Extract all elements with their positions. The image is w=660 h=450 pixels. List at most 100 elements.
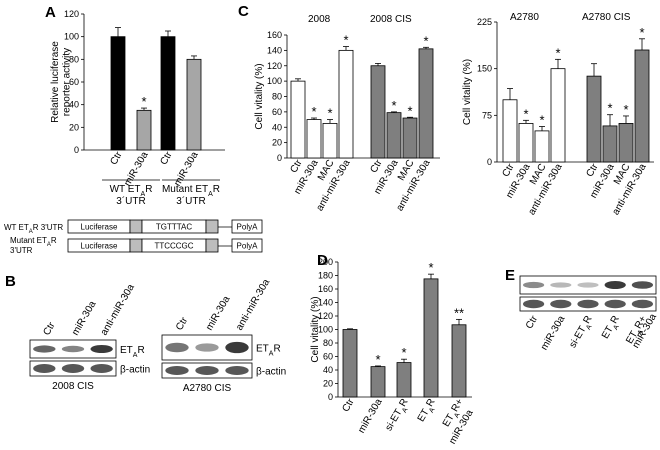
group-label-mutant: Mutant ETAR [162, 184, 220, 198]
lane-label: anti-miR-30a [99, 282, 137, 337]
significance-marker: * [391, 98, 396, 113]
bar [322, 123, 338, 159]
band-label-actin: β-actin [120, 365, 150, 376]
significance-marker: * [311, 104, 316, 119]
significance-marker: ** [454, 305, 464, 320]
significance-marker: * [555, 45, 560, 60]
actin-band [90, 364, 113, 373]
blot-caption: A2780 CIS [183, 383, 232, 394]
bar [602, 125, 618, 163]
y-axis-label: Relative luciferasereporter activity [50, 41, 73, 123]
y-tick-label: 20 [323, 379, 333, 389]
x-tick-label: Ctr [108, 149, 125, 167]
y-tick-label: 20 [272, 138, 282, 148]
significance-marker: * [141, 94, 146, 109]
chart-a-group-labels: WT ETAR 3´UTR Mutant ETAR 3´UTR [102, 179, 220, 207]
blot-band [33, 345, 56, 353]
lane-label: ETAR [600, 314, 624, 342]
y-tick-label: 140 [318, 298, 333, 308]
x-tick-label: si-ETAR [383, 397, 412, 434]
bar [423, 278, 439, 398]
construct-label-wt: WT ETAR 3'UTR [4, 223, 63, 235]
panel-label-e: E [505, 267, 515, 284]
blot-band [225, 341, 249, 354]
y-tick-label: 60 [69, 77, 79, 87]
actin-band [165, 366, 189, 375]
polya-label: PolyA [237, 223, 259, 232]
bar [550, 68, 566, 163]
lane-label: Ctr [41, 320, 58, 338]
bar [396, 362, 412, 398]
y-tick-label: 100 [64, 32, 79, 42]
y-tick-label: 100 [318, 325, 333, 335]
y-tick-label: 60 [272, 107, 282, 117]
x-tick-label: miR-30a [172, 150, 201, 189]
lane-label: anti-miR-30a [234, 277, 272, 332]
band-label-target: ETAR [256, 344, 281, 358]
mutant-site-sequence: TTCCCGC [154, 242, 193, 251]
bar [306, 119, 322, 159]
actin-band [550, 299, 572, 309]
blot-frame-target [519, 275, 657, 295]
bar [136, 109, 152, 151]
group-label-wt-line2: 3´UTR [116, 195, 145, 207]
construct-diagram: WT ETAR 3'UTR Luciferase TGTTTAC PolyA M… [4, 219, 263, 255]
bar [634, 49, 650, 163]
x-tick-label: miR-30a [122, 150, 151, 189]
actin-band [631, 299, 654, 309]
lane-label: Ctr [174, 315, 191, 333]
construct-row-mutant: Mutant ETAR 3'UTR Luciferase TTCCCGC Pol… [10, 236, 263, 255]
chart-c-2008: 0 20 40 60 80 100 120 140 160 Cell vitality (%) * *… [254, 14, 440, 213]
lane-label: miR-30a [204, 294, 233, 333]
blot-band [61, 345, 85, 353]
blot-caption: 2008 CIS [52, 381, 94, 392]
y-tick-label: 80 [272, 92, 282, 102]
bar [110, 36, 126, 151]
x-tick-label: Ctr [340, 396, 357, 414]
actin-band [225, 366, 249, 375]
bar [618, 123, 634, 163]
y-tick-label: 160 [318, 284, 333, 294]
y-tick-label: 160 [267, 30, 282, 40]
y-tick-label: 100 [267, 76, 282, 86]
y-tick-label: 0 [277, 153, 282, 163]
y-axis-label: Cell vitality (%) [462, 59, 473, 125]
y-tick-label: 0 [487, 157, 492, 167]
panel-label-a: A [45, 4, 56, 21]
y-tick-label: 60 [323, 352, 333, 362]
y-tick-label: 180 [318, 271, 333, 281]
blot-band [631, 281, 654, 289]
significance-marker: * [639, 25, 644, 40]
x-tick-label: miR-30a [356, 397, 385, 436]
lane-label: miR-30a [70, 299, 99, 338]
construct-row-wt: WT ETAR 3'UTR Luciferase TGTTTAC PolyA [4, 219, 263, 235]
binding-site-sequence: TGTTTAC [156, 223, 193, 232]
y-tick-label: 0 [328, 392, 333, 402]
polya-box [231, 238, 263, 253]
bar [370, 366, 386, 398]
bar [502, 99, 518, 163]
x-tick-label: Ctr [158, 149, 175, 167]
luciferase-label: Luciferase [81, 242, 118, 251]
lane-label: miR-30a [539, 314, 568, 353]
luciferase-label: Luciferase [81, 223, 118, 232]
y-tick-label: 20 [69, 122, 79, 132]
actin-band [522, 299, 545, 309]
significance-marker: * [523, 106, 528, 121]
blot-band [165, 342, 189, 353]
actin-band [577, 299, 599, 309]
group-title: A2780 [510, 12, 539, 23]
significance-marker: * [343, 33, 348, 48]
bar [160, 36, 176, 151]
blot-e: ETARβ-actinCtrmiR-30asi-ETARETARETAR+miR… [519, 275, 659, 353]
polya-label: PolyA [237, 242, 259, 251]
chart-d: 0 20 40 60 80 100 120 140 160 180 200 Cell vitality… [310, 257, 476, 446]
bar [370, 65, 386, 159]
bar [186, 58, 202, 151]
significance-marker: * [623, 102, 628, 117]
bar [386, 112, 402, 159]
chart-a: 0 20 40 60 80 100 120 Relative luciferasereport… [50, 9, 225, 188]
y-tick-label: 80 [69, 54, 79, 64]
y-tick-label: 120 [267, 61, 282, 71]
